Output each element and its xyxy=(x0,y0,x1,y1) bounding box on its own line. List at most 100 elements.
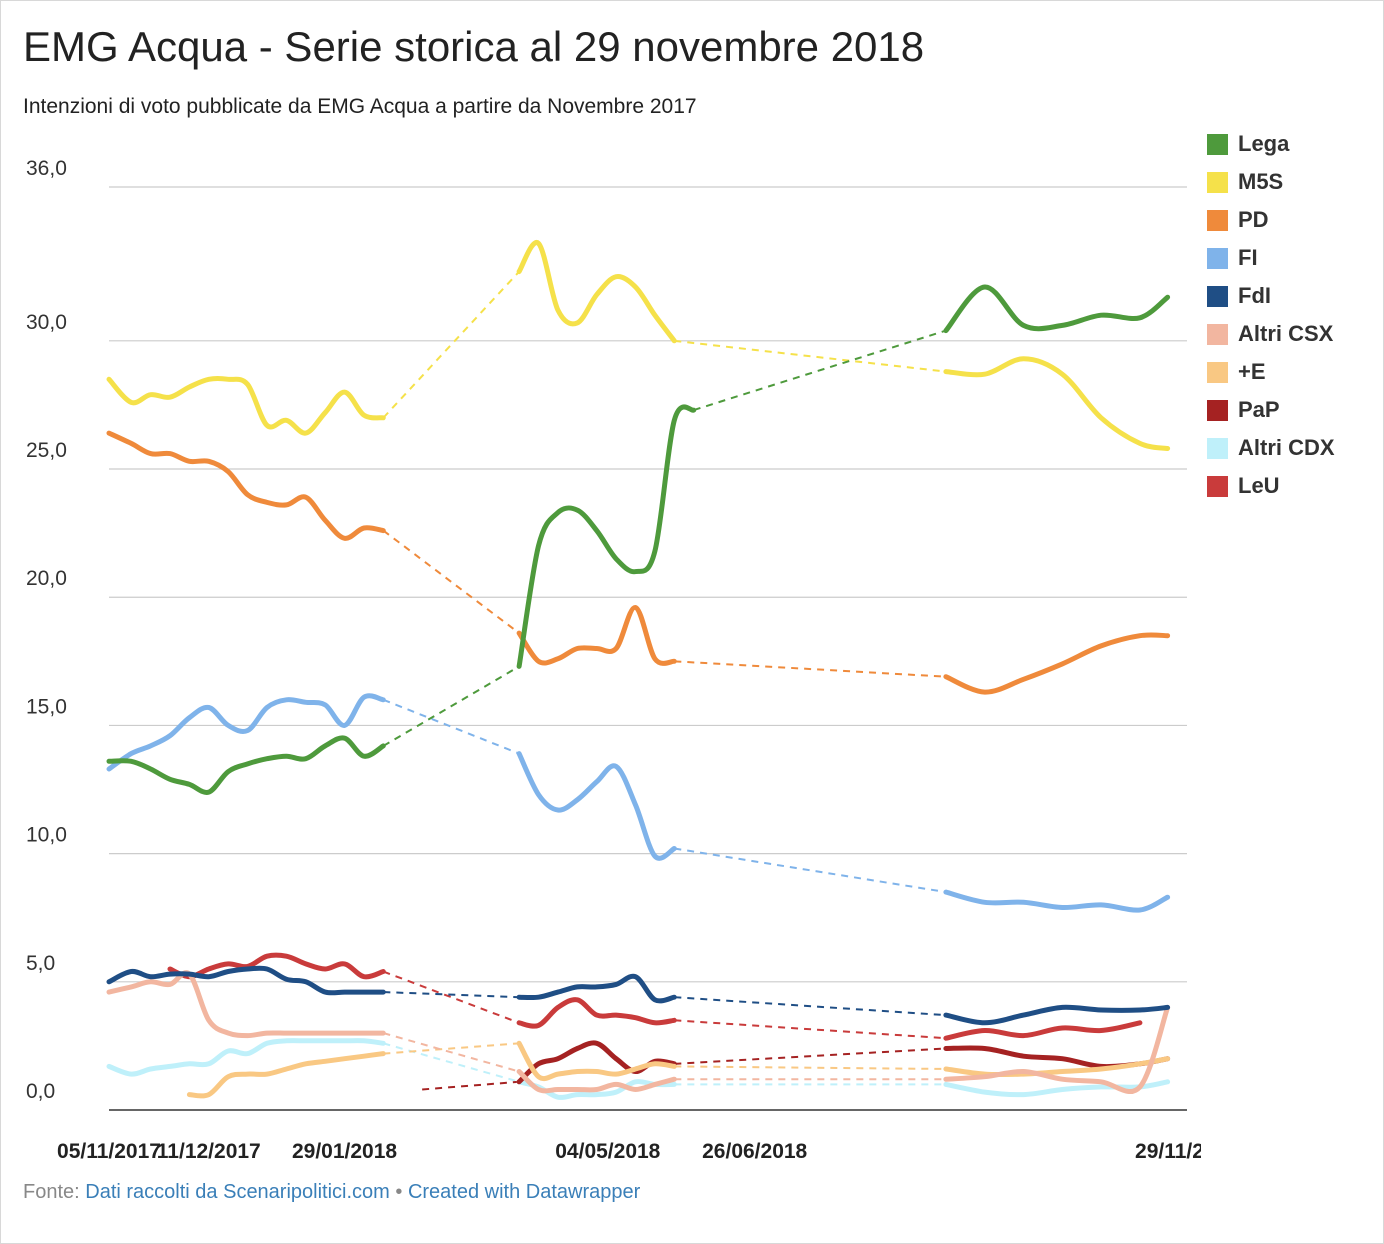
series-line-altri-csx xyxy=(943,1004,1171,1095)
series-line-e xyxy=(943,1056,1171,1078)
y-tick-label: 5,0 xyxy=(26,952,55,975)
legend-swatch xyxy=(1207,133,1228,155)
datawrapper-credit-link[interactable]: Created with Datawrapper xyxy=(407,1181,641,1203)
chart-subtitle: Intenzioni di voto pubblicate da EMG Acq… xyxy=(23,95,697,118)
series-line-altri-csx xyxy=(106,970,386,1039)
legend-item-e: +E xyxy=(1207,353,1335,391)
x-tick-label: 05/11/2017 xyxy=(57,1140,161,1163)
series-line-altri-csx xyxy=(516,1069,677,1094)
legend: Lega M5S PD FI FdI Altri CSX +E PaP Altri CDX LeU xyxy=(1207,125,1335,505)
legend-swatch xyxy=(1207,475,1228,497)
source-note: Fonte: Dati raccolti da Scenaripolitici.… xyxy=(23,1181,640,1204)
legend-label: Altri CDX xyxy=(1238,435,1335,460)
series-line-fdi xyxy=(943,1004,1171,1026)
legend-label: FI xyxy=(1238,245,1258,270)
y-tick-label: 15,0 xyxy=(26,695,67,718)
series-line-fi xyxy=(106,693,386,772)
legend-label: Lega xyxy=(1238,131,1290,156)
gap-connector-m5s xyxy=(674,339,947,373)
legend-item-pap: PaP xyxy=(1207,391,1335,429)
legend-item-leu: LeU xyxy=(1207,467,1335,505)
gap-connector-pap xyxy=(674,1047,946,1065)
line-chart: 0,0 5,0 10,0 15,0 20,0 25,0 30,0 36,0 05/11/2017… xyxy=(26,157,1201,1163)
series-line-fdi xyxy=(106,965,386,996)
series-line-pd xyxy=(516,604,677,666)
legend-item-pd: PD xyxy=(1207,201,1335,239)
x-tick-label: 04/05/2018 xyxy=(555,1140,660,1163)
legend-label: PaP xyxy=(1238,397,1280,422)
legend-swatch xyxy=(1207,285,1228,307)
gap-connector-m5s xyxy=(382,270,520,419)
axis-layer: 0,0 5,0 10,0 15,0 20,0 25,0 30,0 36,0 05/11/2017… xyxy=(26,157,1201,1163)
legend-label: Altri CSX xyxy=(1238,321,1334,346)
chart-title: EMG Acqua - Serie storica al 29 novembre… xyxy=(23,23,925,70)
source-separator: • xyxy=(389,1181,408,1203)
y-tick-label: 36,0 xyxy=(26,157,67,180)
gap-connector-altri-csx xyxy=(383,1032,520,1073)
legend-swatch xyxy=(1207,209,1228,231)
gap-connector-fdi xyxy=(674,996,946,1017)
gap-connector-leu xyxy=(382,970,520,1024)
series-line-pd xyxy=(943,632,1171,695)
y-tick-label: 20,0 xyxy=(26,567,67,590)
legend-item-altri-cdx: Altri CDX xyxy=(1207,429,1335,467)
series-line-pd xyxy=(106,430,386,541)
legend-label: PD xyxy=(1238,207,1269,232)
series-line-m5s xyxy=(943,356,1171,451)
x-tick-label: 29/01/2018 xyxy=(292,1140,397,1163)
gap-connector-lega xyxy=(693,329,947,412)
x-tick-label: 29/11/2018 xyxy=(1135,1140,1201,1163)
series-line-leu xyxy=(167,952,386,980)
legend-swatch xyxy=(1207,323,1228,345)
gap-connector-e xyxy=(383,1042,520,1055)
gap-connector-fdi xyxy=(383,991,520,999)
legend-label: LeU xyxy=(1238,473,1280,498)
series-line-e xyxy=(516,1040,677,1082)
series-line-lega xyxy=(106,735,386,795)
gap-connector-pd xyxy=(674,660,946,678)
gap-connector-pap xyxy=(422,1080,520,1091)
y-tick-label: 10,0 xyxy=(26,824,67,847)
legend-item-lega: Lega xyxy=(1207,125,1335,163)
series-line-e xyxy=(186,1051,386,1099)
y-tick-label: 30,0 xyxy=(26,311,67,334)
series-line-m5s xyxy=(106,375,386,436)
gap-connector-pd xyxy=(382,529,520,634)
gap-connector-lega xyxy=(382,665,520,747)
legend-item-fi: FI xyxy=(1207,239,1335,277)
source-link[interactable]: Dati raccolti da Scenaripolitici.com xyxy=(85,1181,390,1203)
grid-layer xyxy=(109,186,1187,983)
series-line-leu xyxy=(516,997,677,1029)
series-line-leu xyxy=(943,1020,1143,1041)
series-layer xyxy=(106,240,1171,1100)
gap-connector-leu xyxy=(674,1019,946,1040)
x-tick-label: 11/12/2017 xyxy=(157,1140,261,1163)
gap-connector-e xyxy=(674,1065,946,1070)
series-line-fdi xyxy=(516,973,677,1004)
gap-connector-fi xyxy=(674,847,947,894)
legend-swatch xyxy=(1207,247,1228,269)
legend-swatch xyxy=(1207,361,1228,383)
legend-item-altri-csx: Altri CSX xyxy=(1207,315,1335,353)
legend-swatch xyxy=(1207,399,1228,421)
series-line-fi xyxy=(516,751,677,861)
source-prefix: Fonte: xyxy=(23,1181,86,1203)
legend-swatch xyxy=(1207,171,1228,193)
legend-swatch xyxy=(1207,437,1228,459)
series-line-lega xyxy=(943,284,1171,334)
legend-item-m5s: M5S xyxy=(1207,163,1335,201)
series-line-lega xyxy=(516,404,697,669)
y-tick-label: 25,0 xyxy=(26,439,67,462)
x-tick-label: 26/06/2018 xyxy=(702,1140,807,1163)
gap-connector-altri-cdx xyxy=(383,1042,520,1083)
series-line-fi xyxy=(943,889,1171,913)
series-line-altri-cdx xyxy=(106,1038,386,1077)
y-tick-label: 0,0 xyxy=(26,1080,55,1103)
legend-label: M5S xyxy=(1238,169,1284,194)
series-line-m5s xyxy=(516,240,677,344)
legend-item-fdi: FdI xyxy=(1207,277,1335,315)
gap-connectors xyxy=(382,270,947,1091)
gap-connector-fi xyxy=(382,698,520,755)
legend-label: FdI xyxy=(1238,283,1271,308)
